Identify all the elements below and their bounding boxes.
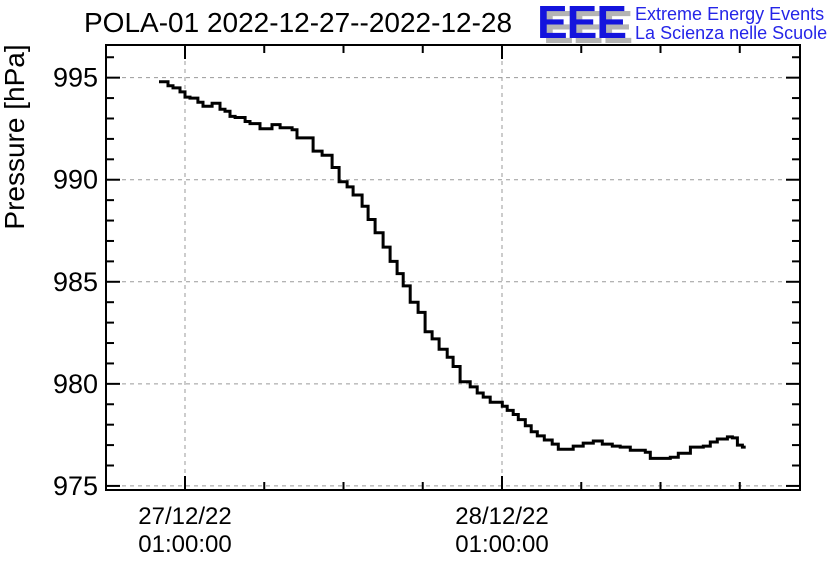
x-tick-label-time: 01:00:00 — [138, 531, 231, 558]
chart-title: POLA-01 2022-12-27--2022-12-28 — [84, 7, 513, 38]
chart-plot-area: 97598098599099527/12/2201:00:0028/12/220… — [53, 44, 801, 558]
y-tick-label: 980 — [53, 369, 98, 399]
x-tick-label-date: 28/12/22 — [455, 503, 548, 530]
y-axis-title: Pressure [hPa] — [0, 44, 30, 229]
y-tick-label: 990 — [53, 165, 98, 195]
eee-logo: EEE Extreme Energy Events La Scienza nel… — [537, 0, 827, 48]
y-tick-label: 985 — [53, 267, 98, 297]
eee-logo-line2: La Scienza nelle Scuole — [635, 23, 828, 43]
x-tick-label-date: 27/12/22 — [138, 503, 231, 530]
y-tick-label: 975 — [53, 471, 98, 501]
eee-logo-text: Extreme Energy Events La Scienza nelle S… — [635, 5, 827, 43]
eee-logo-line1: Extreme Energy Events — [635, 4, 825, 24]
pressure-curve — [159, 80, 746, 460]
y-tick-label: 995 — [53, 63, 98, 93]
plot-frame — [105, 44, 801, 491]
eee-logo-acronym: EEE — [537, 0, 627, 48]
x-tick-label-time: 01:00:00 — [455, 531, 548, 558]
